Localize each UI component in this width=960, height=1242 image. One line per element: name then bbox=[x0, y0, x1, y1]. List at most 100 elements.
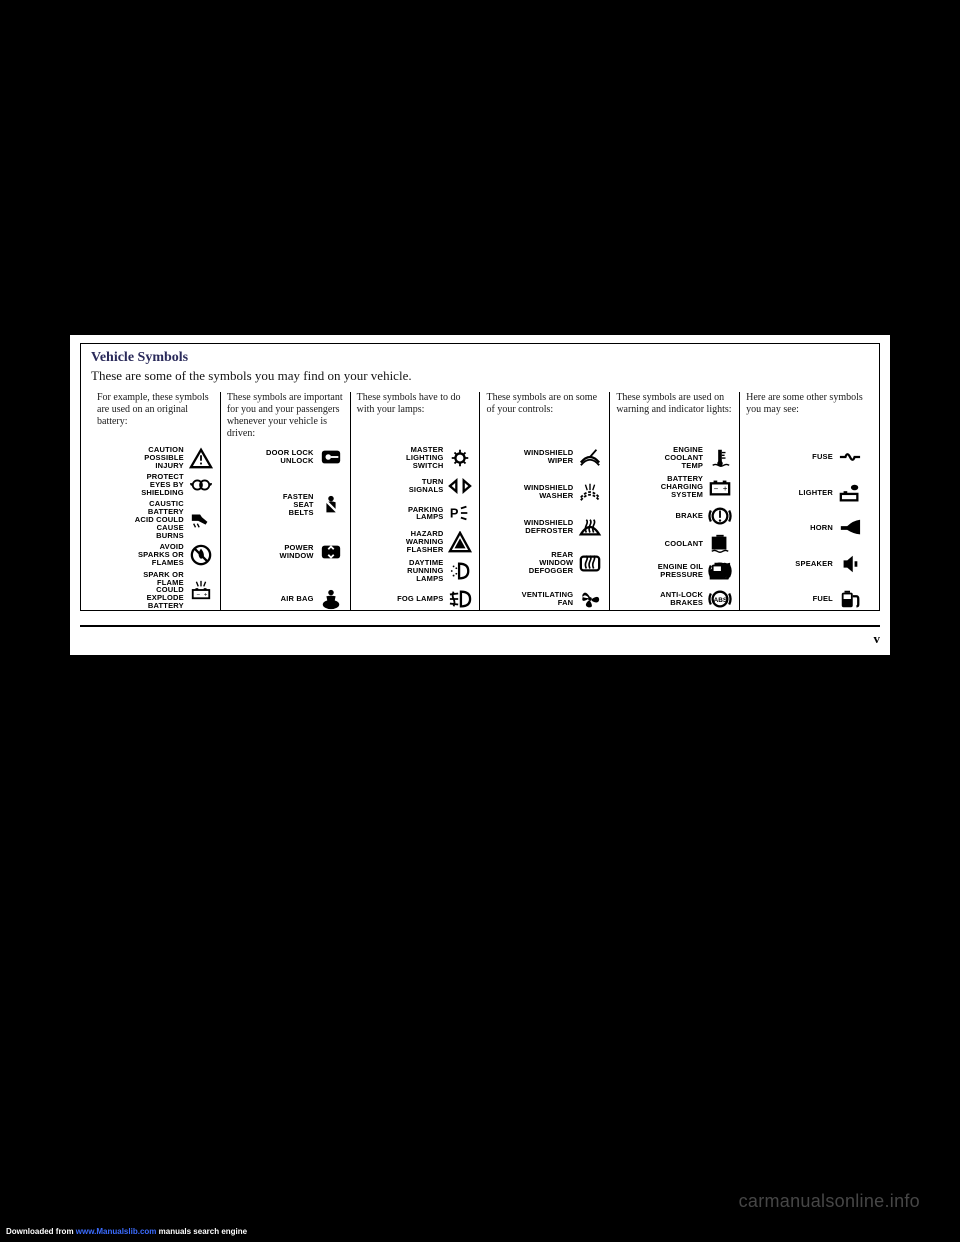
acid-hand-icon bbox=[188, 509, 214, 531]
symbol-item: BRAKE bbox=[616, 505, 733, 527]
symbol-item: FASTENSEATBELTS bbox=[227, 493, 344, 517]
symbol-label: POWERWINDOW bbox=[227, 544, 314, 560]
watermark-text: carmanualsonline.info bbox=[739, 1191, 920, 1212]
symbol-item: SPEAKER bbox=[746, 553, 863, 575]
symbol-item: HAZARDWARNINGFLASHER bbox=[357, 530, 474, 554]
fog-lamps-icon bbox=[447, 588, 473, 610]
symbol-item: FUSE bbox=[746, 446, 863, 468]
symbol-item: ENGINE OILPRESSURE bbox=[616, 560, 733, 582]
section-subtitle: These are some of the symbols you may fi… bbox=[91, 368, 869, 384]
items-list: MASTERLIGHTINGSWITCH TURNSIGNALS PARKINGLA… bbox=[357, 446, 474, 610]
parking-lamps-icon bbox=[447, 502, 473, 524]
warning-triangle-icon bbox=[188, 447, 214, 469]
symbol-label: HAZARDWARNINGFLASHER bbox=[357, 530, 444, 554]
manual-page: Vehicle Symbols These are some of the sy… bbox=[70, 335, 890, 655]
symbol-item: HORN bbox=[746, 517, 863, 539]
master-light-icon bbox=[447, 447, 473, 469]
lighter-icon bbox=[837, 482, 863, 504]
battery-icon bbox=[707, 476, 733, 498]
symbol-item: LIGHTER bbox=[746, 482, 863, 504]
column-heading: These symbols are on some of your contro… bbox=[486, 392, 603, 440]
column-heading: Here are some other symbols you may see: bbox=[746, 392, 863, 440]
wiper-icon bbox=[577, 446, 603, 468]
symbol-label: BATTERYCHARGINGSYSTEM bbox=[616, 475, 703, 499]
symbol-label: WINDSHIELDWIPER bbox=[486, 449, 573, 465]
temp-icon bbox=[707, 447, 733, 469]
columns-container: For example, these symbols are used on a… bbox=[91, 392, 869, 610]
page-footer-rule: v bbox=[80, 625, 880, 647]
symbol-item: VENTILATINGFAN bbox=[486, 588, 603, 610]
symbol-label: REARWINDOWDEFOGGER bbox=[486, 551, 573, 575]
symbol-item: DAYTIMERUNNINGLAMPS bbox=[357, 559, 474, 583]
defrost-front-icon bbox=[577, 516, 603, 538]
hazard-icon bbox=[447, 531, 473, 553]
airbag-icon bbox=[318, 588, 344, 610]
symbol-item: ENGINECOOLANTTEMP bbox=[616, 446, 733, 470]
goggles-icon bbox=[188, 474, 214, 496]
symbol-item: ANTI-LOCKBRAKES bbox=[616, 588, 733, 610]
symbol-label: VENTILATINGFAN bbox=[486, 591, 573, 607]
symbol-item: PARKINGLAMPS bbox=[357, 502, 474, 524]
column-5: Here are some other symbols you may see:… bbox=[740, 392, 869, 610]
symbol-label: CAUTIONPOSSIBLEINJURY bbox=[97, 446, 184, 470]
symbol-item: AVOIDSPARKS ORFLAMES bbox=[97, 543, 214, 567]
symbol-label: WINDSHIELDDEFROSTER bbox=[486, 519, 573, 535]
symbol-label: PARKINGLAMPS bbox=[357, 506, 444, 522]
column-heading: These symbols are important for you and … bbox=[227, 392, 344, 440]
fan-icon bbox=[577, 588, 603, 610]
symbol-item: WINDSHIELDWASHER bbox=[486, 481, 603, 503]
symbol-item: WINDSHIELDWIPER bbox=[486, 446, 603, 468]
column-3: These symbols are on some of your contro… bbox=[480, 392, 610, 610]
items-list: WINDSHIELDWIPER WINDSHIELDWASHER WINDSHIEL… bbox=[486, 446, 603, 610]
symbol-label: FUSE bbox=[746, 453, 833, 461]
symbol-item: DOOR LOCKUNLOCK bbox=[227, 446, 344, 468]
defrost-rear-icon bbox=[577, 552, 603, 574]
items-list: ENGINECOOLANTTEMP BATTERYCHARGINGSYSTEM BR… bbox=[616, 446, 733, 610]
symbol-label: SPEAKER bbox=[746, 560, 833, 568]
symbol-label: LIGHTER bbox=[746, 489, 833, 497]
symbol-item: COOLANT bbox=[616, 533, 733, 555]
symbol-label: DOOR LOCKUNLOCK bbox=[227, 449, 314, 465]
symbol-item: PROTECTEYES BYSHIELDING bbox=[97, 473, 214, 497]
items-list: CAUTIONPOSSIBLEINJURY PROTECTEYES BYSHIEL… bbox=[97, 446, 214, 610]
symbol-label: COOLANT bbox=[616, 540, 703, 548]
oil-icon bbox=[707, 560, 733, 582]
speaker-icon bbox=[837, 553, 863, 575]
no-flame-icon bbox=[188, 544, 214, 566]
symbol-label: FUEL bbox=[746, 595, 833, 603]
door-lock-icon bbox=[318, 446, 344, 468]
page-number: v bbox=[874, 627, 881, 647]
symbol-item: FOG LAMPS bbox=[357, 588, 474, 610]
fuse-icon bbox=[837, 446, 863, 468]
symbol-label: DAYTIMERUNNINGLAMPS bbox=[357, 559, 444, 583]
symbol-label: MASTERLIGHTINGSWITCH bbox=[357, 446, 444, 470]
symbol-item: MASTERLIGHTINGSWITCH bbox=[357, 446, 474, 470]
symbol-label: BRAKE bbox=[616, 512, 703, 520]
download-suffix: manuals search engine bbox=[159, 1227, 247, 1236]
section-title: Vehicle Symbols bbox=[91, 350, 869, 366]
symbol-item: TURNSIGNALS bbox=[357, 475, 474, 497]
symbols-box: Vehicle Symbols These are some of the sy… bbox=[80, 343, 880, 611]
brake-icon bbox=[707, 505, 733, 527]
symbol-item: CAUSTICBATTERYACID COULDCAUSEBURNS bbox=[97, 500, 214, 539]
column-4: These symbols are used on warning and in… bbox=[610, 392, 740, 610]
download-prefix: Downloaded from bbox=[6, 1227, 76, 1236]
power-window-icon bbox=[318, 541, 344, 563]
symbol-label: ANTI-LOCKBRAKES bbox=[616, 591, 703, 607]
turn-signals-icon bbox=[447, 475, 473, 497]
symbol-item: WINDSHIELDDEFROSTER bbox=[486, 516, 603, 538]
abs-icon bbox=[707, 588, 733, 610]
battery-spark-icon bbox=[188, 579, 214, 601]
symbol-label: AVOIDSPARKS ORFLAMES bbox=[97, 543, 184, 567]
symbol-label: WINDSHIELDWASHER bbox=[486, 484, 573, 500]
symbol-item: AIR BAG bbox=[227, 588, 344, 610]
column-2: These symbols have to do with your lamps… bbox=[351, 392, 481, 610]
column-heading: For example, these symbols are used on a… bbox=[97, 392, 214, 440]
symbol-item: FUEL bbox=[746, 588, 863, 610]
symbol-label: SPARK ORFLAMECOULDEXPLODEBATTERY bbox=[97, 571, 184, 610]
fuel-icon bbox=[837, 588, 863, 610]
download-source: Downloaded from www.Manualslib.com manua… bbox=[6, 1227, 247, 1236]
download-link: www.Manualslib.com bbox=[76, 1227, 157, 1236]
symbol-label: FASTENSEATBELTS bbox=[227, 493, 314, 517]
symbol-item: REARWINDOWDEFOGGER bbox=[486, 551, 603, 575]
